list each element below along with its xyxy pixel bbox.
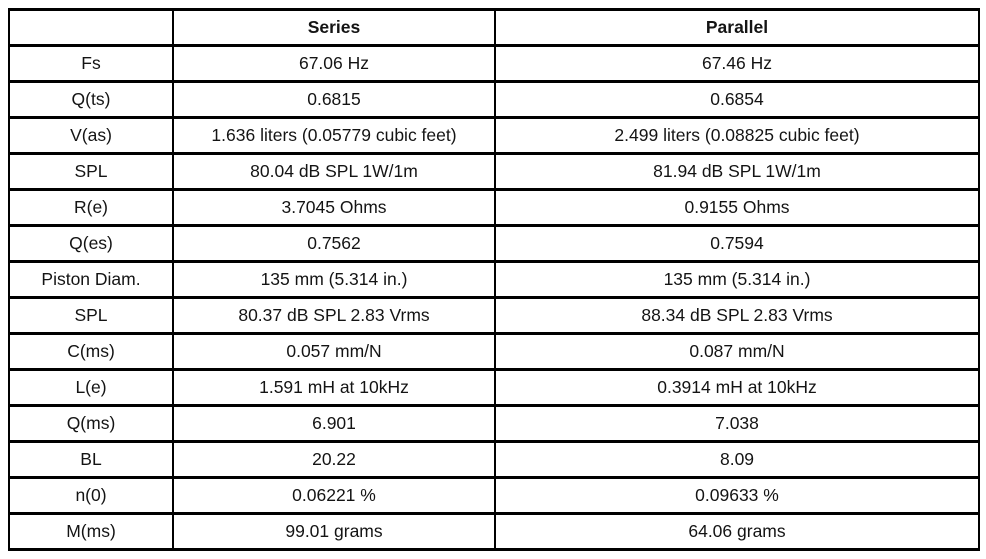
parallel-value-cell: 0.7594 [494,224,980,263]
parallel-value-cell: 0.6854 [494,80,980,119]
column-header-parallel: Parallel [494,8,980,47]
driver-parameters-table: Series Parallel Fs 67.06 Hz 67.46 Hz Q(t… [8,8,980,551]
table-row: Q(ts) 0.6815 0.6854 [8,80,980,119]
parallel-value-cell: 64.06 grams [494,512,980,551]
parallel-value-cell: 2.499 liters (0.08825 cubic feet) [494,116,980,155]
series-value-cell: 0.6815 [172,80,496,119]
param-cell: V(as) [8,116,174,155]
table-row: R(e) 3.7045 Ohms 0.9155 Ohms [8,188,980,227]
parallel-value-cell: 88.34 dB SPL 2.83 Vrms [494,296,980,335]
param-cell: SPL [8,296,174,335]
param-cell: BL [8,440,174,479]
table-row: Fs 67.06 Hz 67.46 Hz [8,44,980,83]
table-row: n(0) 0.06221 % 0.09633 % [8,476,980,515]
series-value-cell: 6.901 [172,404,496,443]
parallel-value-cell: 81.94 dB SPL 1W/1m [494,152,980,191]
table-row: L(e) 1.591 mH at 10kHz 0.3914 mH at 10kH… [8,368,980,407]
parallel-value-cell: 0.3914 mH at 10kHz [494,368,980,407]
table-row: SPL 80.04 dB SPL 1W/1m 81.94 dB SPL 1W/1… [8,152,980,191]
column-header-series: Series [172,8,496,47]
table-row: C(ms) 0.057 mm/N 0.087 mm/N [8,332,980,371]
param-cell: Q(es) [8,224,174,263]
parallel-value-cell: 0.9155 Ohms [494,188,980,227]
table-row: Q(es) 0.7562 0.7594 [8,224,980,263]
param-cell: M(ms) [8,512,174,551]
series-value-cell: 0.7562 [172,224,496,263]
series-value-cell: 99.01 grams [172,512,496,551]
param-cell: Fs [8,44,174,83]
param-cell: L(e) [8,368,174,407]
series-value-cell: 1.591 mH at 10kHz [172,368,496,407]
param-cell: Q(ts) [8,80,174,119]
header-row: Series Parallel [8,8,980,47]
series-value-cell: 1.636 liters (0.05779 cubic feet) [172,116,496,155]
param-cell: n(0) [8,476,174,515]
parallel-value-cell: 67.46 Hz [494,44,980,83]
column-header-parameter [8,8,174,47]
parallel-value-cell: 0.09633 % [494,476,980,515]
table-row: M(ms) 99.01 grams 64.06 grams [8,512,980,551]
param-cell: Q(ms) [8,404,174,443]
series-value-cell: 20.22 [172,440,496,479]
series-value-cell: 80.04 dB SPL 1W/1m [172,152,496,191]
table-row: Q(ms) 6.901 7.038 [8,404,980,443]
param-cell: C(ms) [8,332,174,371]
series-value-cell: 0.06221 % [172,476,496,515]
table-row: BL 20.22 8.09 [8,440,980,479]
parallel-value-cell: 8.09 [494,440,980,479]
param-cell: Piston Diam. [8,260,174,299]
param-cell: R(e) [8,188,174,227]
series-value-cell: 67.06 Hz [172,44,496,83]
table-row: Piston Diam. 135 mm (5.314 in.) 135 mm (… [8,260,980,299]
series-value-cell: 135 mm (5.314 in.) [172,260,496,299]
series-value-cell: 0.057 mm/N [172,332,496,371]
table-row: V(as) 1.636 liters (0.05779 cubic feet) … [8,116,980,155]
series-value-cell: 80.37 dB SPL 2.83 Vrms [172,296,496,335]
table-row: SPL 80.37 dB SPL 2.83 Vrms 88.34 dB SPL … [8,296,980,335]
param-cell: SPL [8,152,174,191]
parallel-value-cell: 0.087 mm/N [494,332,980,371]
series-value-cell: 3.7045 Ohms [172,188,496,227]
parallel-value-cell: 135 mm (5.314 in.) [494,260,980,299]
parallel-value-cell: 7.038 [494,404,980,443]
